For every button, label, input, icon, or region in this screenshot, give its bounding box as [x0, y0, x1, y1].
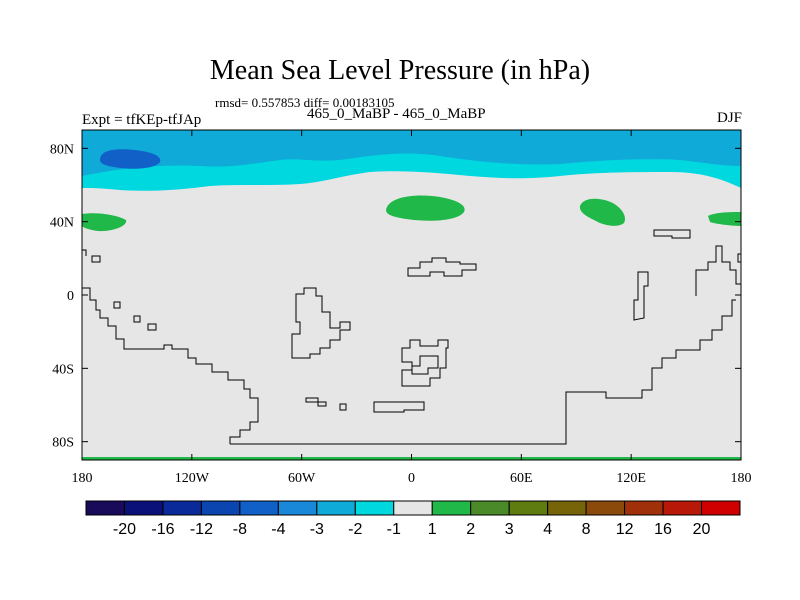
colorbar-label: 12	[616, 521, 634, 538]
colorbar-label: -2	[348, 521, 362, 538]
lon-tick-label: 60W	[288, 471, 316, 486]
colorbar: -20 -16 -12 -8 -4 -3 -2 -1 1 2 3 4 8 12 16 20	[85, 500, 741, 538]
colorbar-swatch	[316, 500, 356, 516]
colorbar-label: -8	[233, 521, 247, 538]
contour-fill-minus-4	[100, 149, 161, 169]
colorbar-swatch	[354, 500, 395, 516]
coastline-small-1	[305, 397, 327, 407]
colorbar-swatch	[162, 500, 202, 516]
coastline-small-4	[133, 315, 141, 323]
coastline-antarctica	[82, 287, 259, 444]
colorbar-label: -3	[310, 521, 324, 538]
colorbar-swatch	[239, 500, 279, 516]
coastline-small-7	[82, 249, 87, 256]
coastline-east-coast	[695, 245, 741, 296]
coastline-indian-loop	[401, 339, 449, 387]
contour-fill-plus-1-d	[708, 212, 741, 226]
coastline-small-6	[91, 255, 101, 263]
lon-tick-label: 60E	[510, 471, 533, 486]
colorbar-swatch	[662, 500, 703, 516]
colorbar-swatch	[393, 500, 433, 516]
colorbar-swatch	[547, 500, 587, 516]
colorbar-swatch	[470, 500, 510, 516]
lat-tick-label: 0	[67, 289, 74, 304]
colorbar-label: -4	[271, 521, 285, 538]
coastline-east-box	[653, 229, 691, 239]
colorbar-label: -12	[190, 521, 213, 538]
latitude-axis: 80N 40N 0 40S 80S	[50, 142, 741, 451]
colorbar-label: 20	[693, 521, 711, 538]
colorbar-label: 8	[582, 521, 591, 538]
lon-tick-label: 180	[731, 471, 752, 486]
colorbar-swatch	[200, 500, 241, 516]
coastline-madagascar	[373, 401, 425, 413]
colorbar-swatch	[85, 500, 125, 516]
lat-tick-label: 80N	[50, 142, 74, 157]
colorbar-label: -16	[151, 521, 174, 538]
contour-fill-plus-1-c	[579, 198, 626, 226]
coastline-north-mid	[407, 257, 477, 277]
coastline-small-2	[339, 403, 347, 411]
coastline-small-3	[113, 301, 121, 309]
chart-title: Mean Sea Level Pressure (in hPa)	[209, 55, 591, 86]
colorbar-swatch	[624, 500, 664, 516]
colorbar-label: -1	[387, 521, 401, 538]
contour-fill-plus-1-b	[386, 195, 465, 221]
colorbar-label: 4	[543, 521, 552, 538]
lon-tick-label: 180	[72, 471, 93, 486]
lat-tick-label: 80S	[52, 436, 74, 451]
lon-tick-label: 120E	[616, 471, 646, 486]
map-plot-area	[82, 130, 741, 460]
period-subtitle: 465_0_MaBP - 465_0_MaBP	[307, 106, 486, 122]
colorbar-label: 3	[505, 521, 514, 538]
lon-tick-label: 120W	[175, 471, 210, 486]
coastline-east-small	[737, 253, 741, 263]
colorbar-swatch	[508, 500, 549, 516]
lat-tick-label: 40S	[52, 362, 74, 377]
colorbar-label: 1	[428, 521, 437, 538]
contour-fill-minus-2	[82, 130, 741, 176]
coastlines	[82, 229, 741, 445]
colorbar-swatch	[277, 500, 318, 516]
colorbar-swatch	[123, 500, 164, 516]
coastline-small-5	[147, 323, 157, 331]
contour-fill-plus-1-a	[82, 213, 127, 232]
colorbar-swatch	[431, 500, 472, 516]
coastline-africa	[291, 287, 351, 359]
season-label: DJF	[716, 110, 742, 126]
longitude-axis: 180 120W 60W 0 60E 120E 180	[72, 130, 752, 486]
coastline-south-edge	[230, 299, 736, 445]
colorbar-label: 16	[654, 521, 672, 538]
colorbar-label: -20	[113, 521, 136, 538]
lon-tick-label: 0	[408, 471, 415, 486]
colorbar-label: 2	[466, 521, 475, 538]
coastline-east-strip	[633, 271, 649, 321]
colorbar-swatch	[585, 500, 626, 516]
experiment-label: Expt = tfKEp-tfJAp	[82, 112, 202, 128]
rmsd-diff-stats: rmsd= 0.557853 diff= 0.00183105	[215, 95, 395, 110]
lat-tick-label: 40N	[50, 216, 74, 231]
colorbar-swatch	[701, 500, 741, 516]
